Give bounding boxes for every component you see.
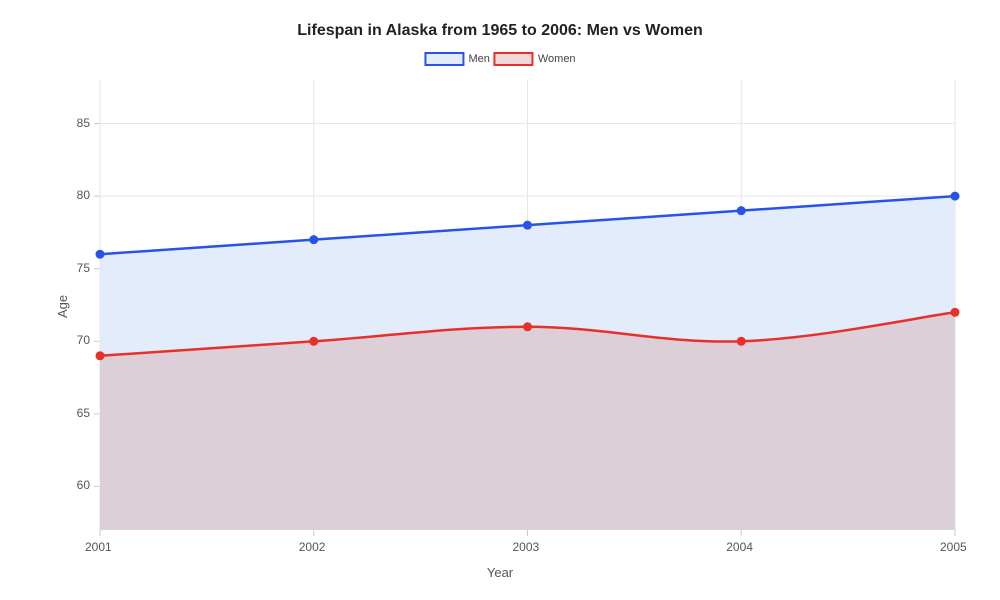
series-marker[interactable] [309, 337, 318, 346]
y-axis-title: Age [55, 295, 70, 318]
chart-container: Lifespan in Alaska from 1965 to 2006: Me… [0, 0, 1000, 600]
plot-svg [0, 0, 1000, 600]
series-marker[interactable] [96, 351, 105, 360]
series-marker[interactable] [737, 337, 746, 346]
y-tick-label: 60 [77, 478, 90, 492]
y-tick-label: 80 [77, 188, 90, 202]
series-marker[interactable] [523, 221, 532, 230]
x-tick-label: 2002 [299, 540, 326, 554]
y-tick-label: 70 [77, 333, 90, 347]
series-marker[interactable] [951, 308, 960, 317]
series-marker[interactable] [951, 192, 960, 201]
x-tick-label: 2003 [513, 540, 540, 554]
series-marker[interactable] [523, 322, 532, 331]
series-marker[interactable] [96, 250, 105, 259]
x-axis-title: Year [487, 565, 513, 580]
x-tick-label: 2004 [726, 540, 753, 554]
x-tick-label: 2005 [940, 540, 967, 554]
x-tick-label: 2001 [85, 540, 112, 554]
series-marker[interactable] [737, 206, 746, 215]
y-tick-label: 75 [77, 261, 90, 275]
y-tick-label: 65 [77, 406, 90, 420]
y-tick-label: 85 [77, 116, 90, 130]
series-marker[interactable] [309, 235, 318, 244]
